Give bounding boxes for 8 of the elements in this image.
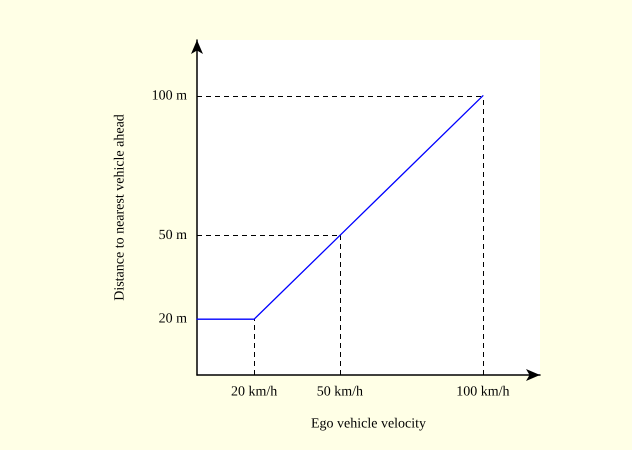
x-axis-title: Ego vehicle velocity: [310, 416, 426, 432]
y-tick-label: 50 m: [158, 228, 188, 243]
x-tick-label: 20 km/h: [231, 384, 278, 400]
y-tick-label: 100 m: [152, 88, 188, 104]
x-tick-label: 100 km/h: [456, 384, 510, 400]
y-tick-label: 20 m: [158, 312, 188, 327]
x-tick-label: 50 km/h: [316, 384, 364, 400]
y-axis-title: Distance to nearest vehicle ahead: [112, 114, 128, 301]
